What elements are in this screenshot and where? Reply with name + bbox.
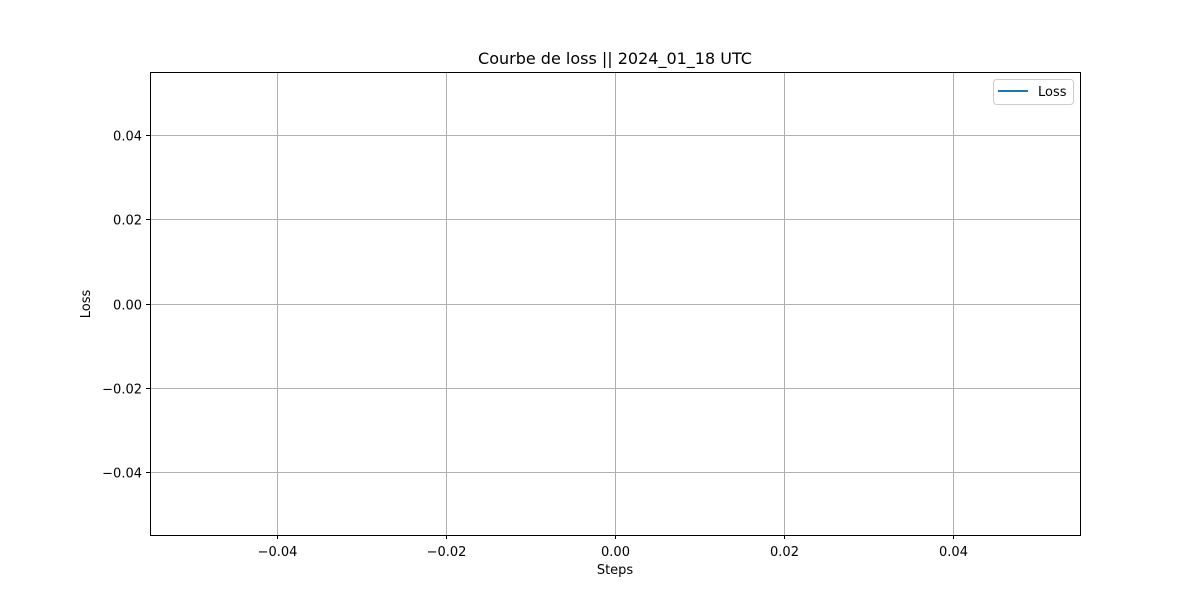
grid-lines [150, 72, 1080, 535]
y-tick-label: −0.04 [102, 467, 142, 482]
legend-box [993, 79, 1074, 105]
y-tick-label: 0.02 [113, 214, 142, 229]
x-tick-label: 0.02 [770, 545, 799, 560]
y-axis-label: Loss [79, 290, 94, 319]
chart-title: Courbe de loss || 2024_01_18 UTC [478, 49, 752, 69]
x-tick-label: 0.04 [939, 545, 968, 560]
x-axis-ticks: −0.04 −0.02 0.00 0.02 0.04 [258, 535, 968, 560]
x-axis-label: Steps [597, 563, 634, 578]
legend-label-loss: Loss [1038, 85, 1067, 100]
x-tick-label: −0.02 [427, 545, 467, 560]
legend: Loss [993, 79, 1074, 105]
y-tick-label: −0.02 [102, 383, 142, 398]
x-tick-label: −0.04 [258, 545, 298, 560]
y-axis-ticks: −0.04 −0.02 0.00 0.02 0.04 [102, 130, 150, 482]
y-tick-label: 0.00 [113, 299, 142, 314]
x-tick-label: 0.00 [601, 545, 630, 560]
y-tick-label: 0.04 [113, 130, 142, 145]
